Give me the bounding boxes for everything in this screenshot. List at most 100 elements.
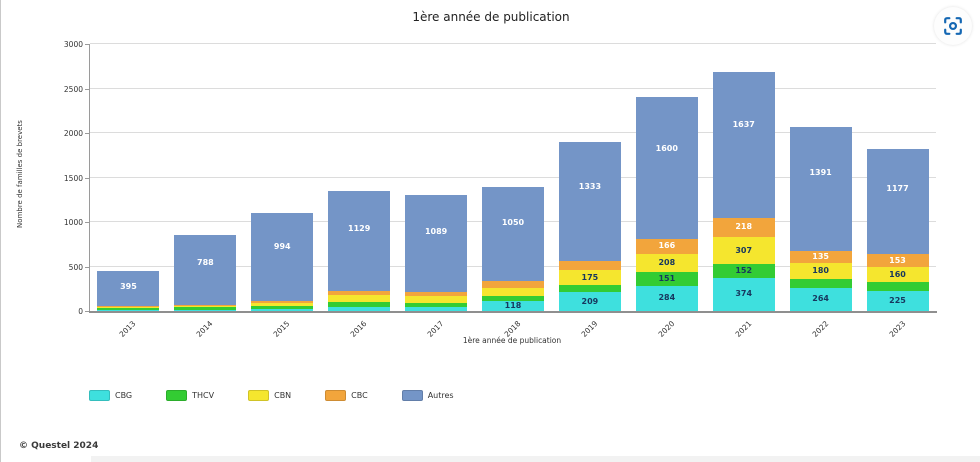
stacked-bar-2016[interactable]: 1129 [328,190,391,311]
stacked-bar-2017[interactable]: 1089 [405,195,468,311]
segment-cbn[interactable]: 307 [712,236,775,265]
gridline [90,132,936,133]
segment-autres[interactable]: 788 [174,234,237,306]
segment-autres[interactable]: 1089 [405,195,468,293]
y-tick-label: 500 [68,262,83,272]
segment-cbn[interactable] [482,287,544,296]
legend-item-cbn[interactable]: CBN [248,390,291,401]
segment-thcv[interactable]: 152 [712,264,775,278]
y-tick-label: 3000 [63,40,83,49]
segment-autres[interactable]: 1637 [712,71,775,218]
segment-autres[interactable]: 1600 [635,96,698,240]
gridline [90,87,936,89]
segment-cbn[interactable]: 208 [635,253,698,273]
y-tick-mark [85,133,89,134]
segment-value-label: 218 [735,222,753,232]
legend-item-cbg[interactable]: CBG [89,390,132,401]
segment-cbn[interactable]: 180 [789,263,852,280]
segment-value-label: 1177 [886,183,909,193]
stacked-bar-2013[interactable]: 395 [97,271,160,311]
segment-cbc[interactable]: 135 [789,251,852,264]
segment-value-label: 395 [120,281,137,291]
chart-legend: CBG THCV CBN CBC Autres [89,390,454,401]
legend-label: THCV [192,391,215,400]
segment-cbg[interactable]: 225 [866,290,929,311]
horizontal-scrollbar[interactable] [91,456,980,462]
stacked-bar-2020[interactable]: 284 151 208 166 1600 [635,96,698,311]
segment-cbn[interactable] [97,306,160,308]
segment-cbg[interactable]: 374 [712,277,775,311]
segment-autres[interactable]: 994 [251,212,314,302]
segment-cbc[interactable]: 218 [712,217,775,237]
segment-autres[interactable]: 1050 [482,187,544,281]
segment-cbg[interactable]: 284 [635,285,698,311]
segment-autres[interactable]: 395 [97,271,160,307]
segment-thcv[interactable] [174,307,237,310]
segment-cbc[interactable]: 153 [866,253,929,268]
segment-cbg[interactable] [174,309,237,311]
segment-thcv[interactable] [558,285,621,293]
segment-thcv[interactable] [789,279,852,288]
segment-value-label: 152 [735,265,753,275]
segment-cbc[interactable] [482,280,544,288]
segment-cbn[interactable] [405,296,468,304]
segment-cbg[interactable]: 118 [482,300,544,311]
segment-cbn[interactable] [174,305,237,308]
legend-swatch-cbn [248,390,270,401]
chart-area: Nombre de familles de brevets 0 500 1000 15… [1,0,980,380]
segment-thcv[interactable] [97,307,160,311]
segment-value-label: 209 [581,296,599,306]
segment-cbg[interactable] [97,310,160,311]
segment-value-label: 788 [197,257,214,267]
legend-item-cbc[interactable]: CBC [325,390,368,401]
segment-autres[interactable]: 1129 [328,190,391,292]
legend-item-autres[interactable]: Autres [401,390,454,401]
segment-cbn[interactable] [328,294,391,302]
segment-cbc[interactable] [558,260,621,270]
segment-cbg[interactable]: 209 [558,292,621,311]
segment-autres[interactable]: 1391 [789,127,852,252]
segment-value-label: 166 [658,241,676,251]
segment-thcv[interactable] [328,301,391,307]
segment-value-label: 374 [735,289,753,299]
segment-thcv[interactable] [866,281,929,291]
segment-thcv[interactable]: 151 [635,272,698,286]
x-axis-line [89,311,937,313]
segment-cbc[interactable] [97,306,160,307]
segment-thcv[interactable] [251,305,314,309]
segment-cbn[interactable]: 175 [558,269,621,286]
segment-value-label: 1129 [348,223,371,233]
segment-value-label: 264 [812,294,829,304]
capture-button[interactable] [934,7,972,45]
segment-cbg[interactable] [405,307,468,311]
stacked-bar-2019[interactable]: 209 175 1333 [558,142,621,311]
stacked-bar-2023[interactable]: 225 160 153 1177 [866,149,929,311]
segment-cbg[interactable]: 264 [789,287,852,311]
stacked-bar-2015[interactable]: 994 [251,212,314,311]
segment-cbg[interactable] [251,308,314,311]
stacked-bar-2021[interactable]: 374 152 307 218 1637 [712,71,775,311]
segment-thcv[interactable] [482,295,544,301]
segment-cbg[interactable] [328,306,391,311]
stacked-bar-2022[interactable]: 264 180 135 1391 [789,127,852,311]
segment-cbc[interactable] [251,301,314,303]
segment-cbc[interactable] [174,305,237,306]
segment-value-label: 307 [735,245,753,255]
segment-cbc[interactable]: 166 [635,239,698,254]
segment-autres[interactable]: 1333 [558,142,621,261]
y-tick-mark [85,266,89,268]
segment-value-label: 118 [504,300,522,310]
segment-autres[interactable]: 1177 [866,149,929,254]
segment-cbc[interactable] [405,292,468,297]
segment-cbc[interactable] [328,291,391,295]
stacked-bar-2018[interactable]: 118 1050 [482,187,544,311]
legend-swatch-cbc [325,390,347,401]
legend-item-thcv[interactable]: THCV [166,390,214,401]
segment-cbn[interactable]: 160 [866,267,929,282]
segment-value-label: 160 [889,269,906,279]
segment-cbn[interactable] [251,302,314,306]
segment-value-label: 1050 [501,217,525,227]
y-tick-mark [85,177,89,179]
stacked-bar-2014[interactable]: 788 [174,234,237,311]
segment-thcv[interactable] [405,303,468,307]
